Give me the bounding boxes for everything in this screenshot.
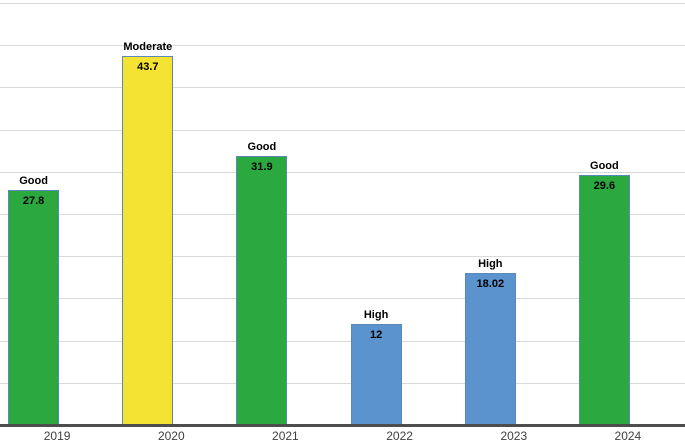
bar-value-label-2019: 27.8 [22,195,45,208]
x-tick-label-2021: 2021 [272,429,299,443]
gridline [0,45,685,47]
bar-2020 [122,56,174,425]
x-tick-label-2023: 2023 [500,429,528,443]
bar-value-label-2022: 12 [369,328,383,341]
gridline [0,129,685,131]
gridline [0,298,685,300]
gridline [0,382,685,384]
bar-rating-label-2019: Good [19,175,48,188]
bar-2023 [464,272,516,425]
gridline [0,214,685,215]
x-axis-line [0,424,685,427]
bar-value-label-2021: 31.9 [251,160,273,173]
x-tick-label-2019: 2019 [43,429,71,443]
gridline [0,340,685,342]
gridline [0,171,685,173]
bar-2024 [578,175,630,425]
gridline [0,256,685,258]
gridline [0,87,685,89]
x-tick-label-2024: 2024 [614,429,642,443]
bar-value-label-2020: 43.7 [137,61,159,74]
x-tick-label-2020: 2020 [157,429,185,443]
bar-rating-label-2021: Good [247,140,277,153]
bar-rating-label-2024: Good [590,160,619,173]
bar-value-label-2024: 29.6 [593,180,616,193]
bar-2019 [8,190,60,425]
bar-2021 [236,155,288,425]
bar-value-label-2023: 18.02 [476,277,505,290]
gridline [0,3,685,4]
bar-rating-label-2022: High [363,308,389,321]
bar-rating-label-2020: Moderate [123,41,173,54]
x-tick-label-2022: 2022 [386,429,413,443]
bar-rating-label-2023: High [478,257,503,270]
